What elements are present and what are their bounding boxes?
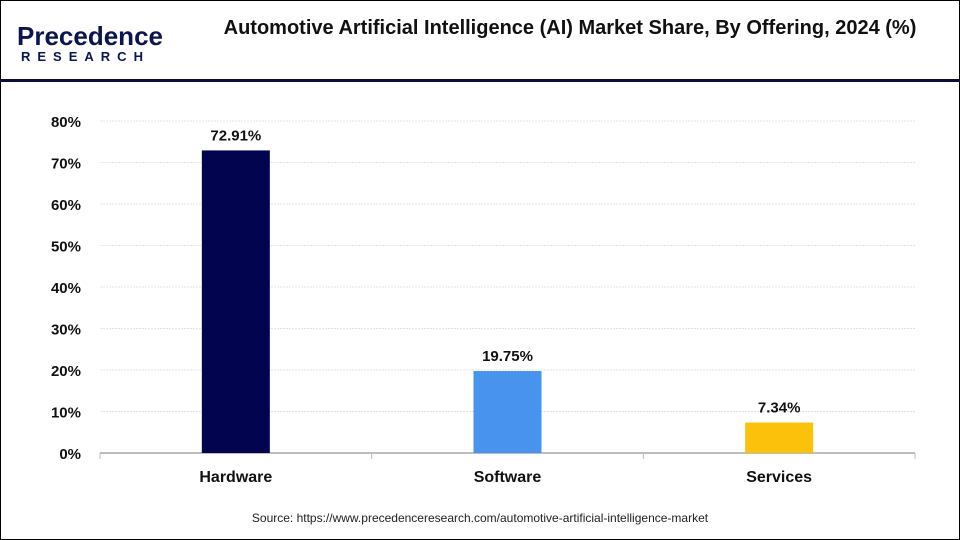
y-tick-label: 60% xyxy=(51,197,81,214)
y-tick-label: 80% xyxy=(51,114,81,131)
y-tick-label: 40% xyxy=(51,280,81,297)
x-tick-label: Software xyxy=(474,469,542,486)
logo-subtitle: RESEARCH xyxy=(21,49,150,64)
y-tick-label: 10% xyxy=(51,405,81,422)
data-label: 19.75% xyxy=(482,348,533,365)
x-tick-label: Services xyxy=(746,469,812,486)
data-label: 7.34% xyxy=(758,400,801,417)
source-text: Source: https://www.precedenceresearch.c… xyxy=(251,511,709,525)
y-tick-label: 20% xyxy=(51,363,81,380)
y-tick-label: 30% xyxy=(51,322,81,339)
y-tick-label: 50% xyxy=(51,239,81,256)
logo-wordmark: Precedence xyxy=(17,21,163,51)
data-label: 72.91% xyxy=(210,127,261,144)
chart-title: Automotive Artificial Intelligence (AI) … xyxy=(223,17,917,39)
header-divider xyxy=(0,79,960,82)
precedence-research-logo: Precedence RESEARCH xyxy=(17,22,163,64)
bar-services xyxy=(745,422,814,453)
y-tick-label: 0% xyxy=(59,446,81,463)
bar-hardware xyxy=(201,150,270,453)
bar-software xyxy=(473,371,542,453)
y-tick-label: 70% xyxy=(51,156,81,173)
x-tick-label: Hardware xyxy=(199,469,272,486)
